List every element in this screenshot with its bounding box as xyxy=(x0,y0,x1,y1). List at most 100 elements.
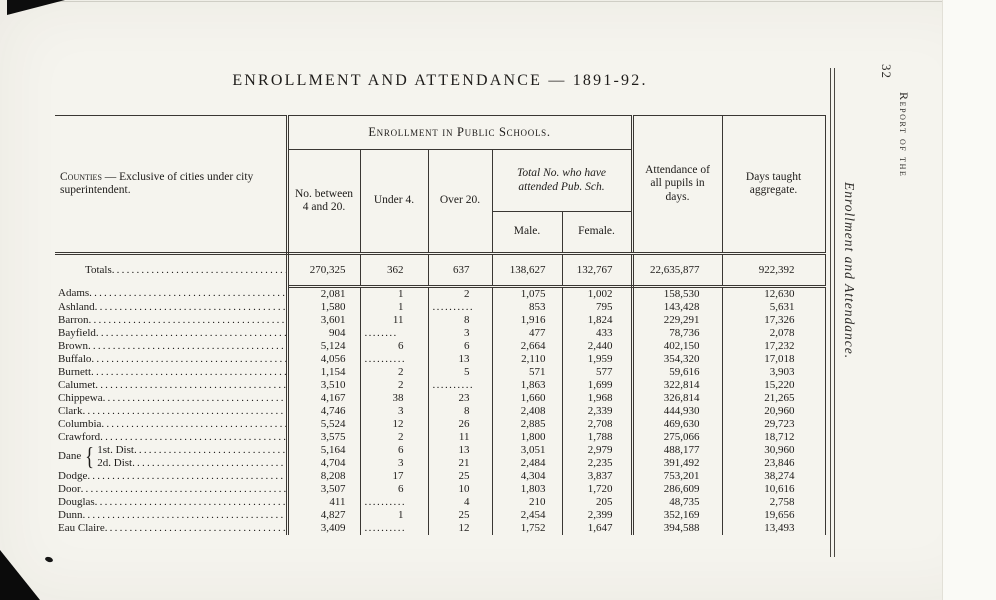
data-cell: 1,959 xyxy=(562,352,634,366)
totals-cell: 132,767 xyxy=(562,253,634,288)
data-cell: 1,752 xyxy=(492,521,563,535)
data-cell: 210 xyxy=(492,495,563,509)
data-cell: 3,575 xyxy=(287,430,361,444)
data-cell: 4,056 xyxy=(287,352,361,366)
table-row: Dane{1st. Dist2d. Dist5,1646133,0512,979… xyxy=(55,443,826,470)
data-cell: 3,601 xyxy=(287,313,361,327)
col-male-header: Male. xyxy=(492,211,563,255)
data-cell: 8,208 xyxy=(287,469,361,483)
data-cell: 38 xyxy=(360,391,429,405)
counties-header-lead: Counties xyxy=(60,170,102,183)
county-name: Eau Claire xyxy=(58,521,105,534)
data-cell: 17 xyxy=(360,469,429,483)
county-group-label: Dane{1st. Dist2d. Dist xyxy=(55,443,289,470)
data-cell: 394,588 xyxy=(632,521,723,535)
dot-leader xyxy=(95,379,284,392)
county-name: Calumet xyxy=(58,378,96,391)
dot-leader xyxy=(112,264,284,277)
data-cell: 11 xyxy=(360,313,429,327)
county-rows: Adams2,081121,0751,002158,53012,630Ashla… xyxy=(55,286,826,535)
data-cell: 3,507 xyxy=(287,482,361,496)
county-label-line: Columbia xyxy=(58,418,284,431)
data-cell: 3,051 xyxy=(492,443,563,457)
data-cell: 3 xyxy=(360,404,429,418)
county-name: Dane xyxy=(58,450,82,463)
margin-double-rule xyxy=(830,68,835,557)
data-cell: 1,660 xyxy=(492,391,563,405)
county-label-cell: Douglas xyxy=(55,495,289,509)
data-cell: 78,736 xyxy=(632,326,723,340)
side-title: Enrollment and Attendance. xyxy=(842,182,857,360)
county-label-line: Ashland xyxy=(58,301,284,314)
header-row-columns: No. between 4 and 20. Under 4. Over 20. … xyxy=(55,149,825,255)
district-label-line: 2d. Dist xyxy=(97,457,284,470)
dot-leader xyxy=(89,287,284,300)
data-cell: 904 xyxy=(287,326,361,340)
data-cell: 275,066 xyxy=(632,430,723,444)
col-female-header: Female. xyxy=(562,211,634,255)
county-label-cell: Adams xyxy=(55,286,289,301)
county-label-cell: Burnett xyxy=(55,365,289,379)
county-name: Dodge xyxy=(58,469,88,482)
dot-leader xyxy=(96,327,284,340)
data-cell: 4,304 xyxy=(492,469,563,483)
data-cell: 1,824 xyxy=(562,313,634,327)
data-cell: 2 xyxy=(360,378,429,392)
dot-leader xyxy=(91,353,284,366)
county-label-line: Barron xyxy=(58,313,284,327)
data-cell: 2 xyxy=(428,286,493,301)
data-cell: 571 xyxy=(492,365,563,379)
data-cell: 2 xyxy=(360,430,429,444)
county-label-cell: Barron xyxy=(55,313,289,327)
district-name: 1st. Dist xyxy=(97,443,134,456)
data-cell: 5,124 xyxy=(287,339,361,353)
data-cell: 12,630 xyxy=(722,286,826,301)
data-cell: 10 xyxy=(428,482,493,496)
county-label-line: Bayfield xyxy=(58,327,284,340)
district-label-line: 1st. Dist xyxy=(97,443,284,457)
data-cell: 17,326 xyxy=(722,313,826,327)
county-label-line: Chippewa xyxy=(58,391,284,405)
dot-leader xyxy=(81,483,284,496)
totals-cell: 138,627 xyxy=(492,253,563,288)
county-label-cell: Door xyxy=(55,482,289,496)
data-cell: 3,837 xyxy=(562,469,634,483)
data-cell: .......... xyxy=(428,300,493,314)
data-cell: 2 xyxy=(360,365,429,379)
table-row: 4,704 3 21 2,484 2,235 391,492 23,846 xyxy=(55,456,826,470)
col-days-taught-header: Days taught aggregate. xyxy=(722,115,826,255)
enrollment-table: Counties — Exclusive of cities under cit… xyxy=(55,115,826,535)
county-name: Buffalo xyxy=(58,352,92,365)
data-cell: 1,916 xyxy=(492,313,563,327)
data-cell: 3 xyxy=(428,326,493,340)
county-name: Crawford xyxy=(58,430,101,443)
table-row: Buffalo 4,056..........132,1101,959354,32… xyxy=(55,352,826,366)
data-cell: 15,220 xyxy=(722,378,826,392)
data-cell: 29,723 xyxy=(722,417,826,431)
county-name: Chippewa xyxy=(58,391,103,404)
data-cell: 1,788 xyxy=(562,430,634,444)
county-label-cell: Brown xyxy=(55,339,289,353)
dot-leader xyxy=(132,457,284,470)
totals-cell: 362 xyxy=(360,253,429,288)
col-total-attended-header: Total No. who have attended Pub. Sch. xyxy=(492,149,634,212)
dot-leader xyxy=(105,522,284,535)
county-label-cell: Clark xyxy=(55,404,289,418)
totals-cell: 637 xyxy=(428,253,493,288)
county-label-line: Calumet xyxy=(58,378,284,392)
dot-leader xyxy=(95,496,284,509)
data-cell: 1,154 xyxy=(287,365,361,379)
county-name: Barron xyxy=(58,313,89,326)
dot-leader xyxy=(100,431,284,444)
county-label-cell: Chippewa xyxy=(55,391,289,405)
data-cell: 2,078 xyxy=(722,326,826,340)
dot-leader xyxy=(82,509,284,522)
data-cell: 795 xyxy=(562,300,634,314)
county-label-line: Clark xyxy=(58,405,284,418)
county-label-cell: Dodge xyxy=(55,469,289,483)
scan-artifact-bottom-left xyxy=(0,550,40,600)
